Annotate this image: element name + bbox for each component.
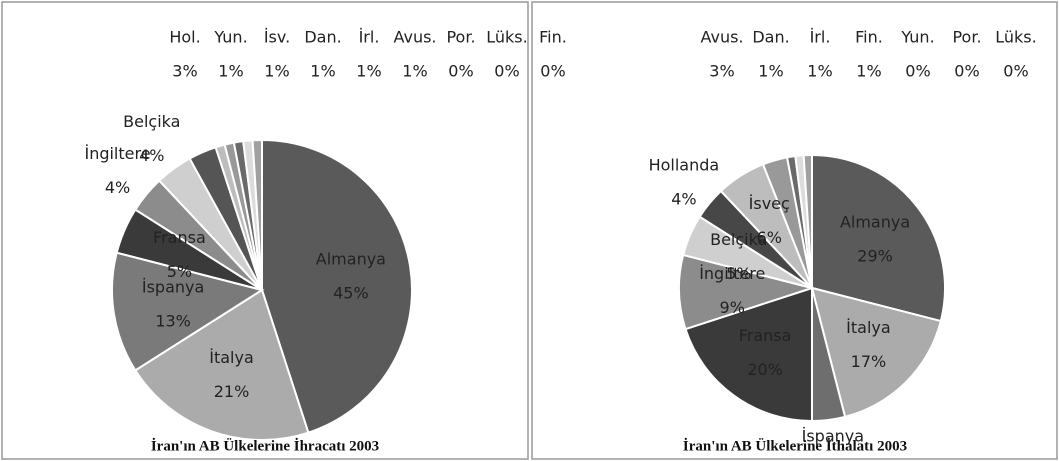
slice-value: 4%	[105, 178, 130, 197]
slice-label: İtalya	[209, 348, 254, 367]
pie-slice	[111, 251, 265, 372]
slice-label: Yun.	[900, 28, 934, 47]
slice-label: Fin.	[539, 28, 567, 47]
slice-label: Por.	[446, 28, 475, 47]
slice-label: Lüks.	[995, 28, 1036, 47]
chart-title: İran'ın AB Ülkelerine İhracatı 2003	[151, 437, 379, 454]
pie	[678, 153, 946, 423]
slice-value: 1%	[807, 62, 832, 81]
slice-label: Fransa	[153, 228, 206, 247]
slice-value: 1%	[310, 62, 335, 81]
slice-label: Belçika	[710, 230, 767, 249]
slice-label: İsv.	[264, 28, 290, 47]
slice-value: 21%	[214, 382, 250, 401]
slice-value: 0%	[448, 62, 473, 81]
chart-title: İran'ın AB Ülkelerine İthalatı 2003	[683, 437, 907, 454]
slice-value: 0%	[494, 62, 519, 81]
slice-label: İspanya	[142, 278, 204, 297]
slice-label: Almanya	[840, 213, 910, 232]
slice-value: 1%	[402, 62, 427, 81]
slice-value: 3%	[172, 62, 197, 81]
slice-label: Fransa	[739, 326, 792, 345]
pie-slice	[811, 153, 946, 323]
slice-value: 13%	[155, 312, 191, 331]
slice-value: 0%	[1003, 62, 1028, 81]
slice-label: Lüks.	[486, 28, 527, 47]
slice-value: 1%	[356, 62, 381, 81]
slice-value: 0%	[954, 62, 979, 81]
pie-slice	[810, 286, 943, 419]
pie-slice	[261, 138, 413, 434]
slice-value: 5%	[167, 262, 192, 281]
pie-slice	[133, 288, 310, 441]
slice-value: 4%	[671, 190, 696, 209]
slice-value: 45%	[333, 283, 369, 302]
slice-label: Yun.	[213, 28, 247, 47]
slice-value: 1%	[758, 62, 783, 81]
slice-label: Por.	[952, 28, 981, 47]
slice-value: 5%	[726, 264, 751, 283]
slice-label: İrl.	[359, 28, 380, 47]
slice-value: 17%	[851, 352, 887, 371]
slice-label: Almanya	[316, 249, 386, 268]
slice-label: İngiltere	[699, 264, 765, 283]
pie-slice	[684, 286, 813, 423]
slice-value: 29%	[857, 247, 893, 266]
slice-label: Hol.	[169, 28, 200, 47]
slice-label: Belçika	[123, 112, 180, 131]
slice-label: İtalya	[846, 318, 891, 337]
slice-label: Fin.	[855, 28, 883, 47]
slice-value: 0%	[905, 62, 930, 81]
slice-value: 4%	[139, 146, 164, 165]
slice-value: 20%	[747, 360, 783, 379]
slice-label: Avus.	[393, 28, 436, 47]
slice-value: 1%	[856, 62, 881, 81]
slice-label: Avus.	[700, 28, 743, 47]
slice-label: İsveç	[749, 194, 790, 213]
slice-value: 9%	[720, 298, 745, 317]
slice-value: 3%	[709, 62, 734, 81]
pie	[111, 138, 413, 441]
slice-label: Dan.	[304, 28, 341, 47]
slice-label: İrl.	[810, 28, 831, 47]
slice-value: 1%	[264, 62, 289, 81]
slice-label: İspanya	[802, 426, 864, 445]
slice-label: İngiltere	[84, 144, 150, 163]
slice-label: Dan.	[752, 28, 789, 47]
slice-value: 1%	[218, 62, 243, 81]
slice-value: 0%	[540, 62, 565, 81]
slice-value: 6%	[757, 228, 782, 247]
slice-label: Hollanda	[649, 156, 720, 175]
